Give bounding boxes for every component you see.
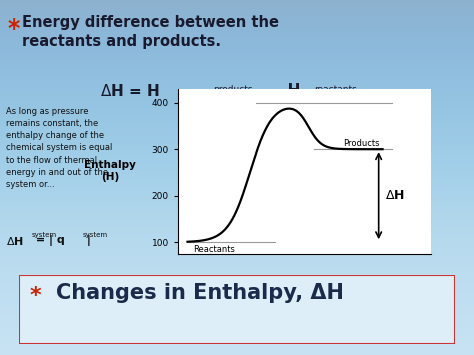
- Text: *: *: [30, 285, 42, 306]
- Text: $\Delta$H = H: $\Delta$H = H: [100, 83, 160, 99]
- Text: *: *: [8, 17, 20, 41]
- Text: $\Delta$H: $\Delta$H: [6, 235, 24, 247]
- FancyBboxPatch shape: [19, 275, 455, 344]
- Text: As long as pressure
remains constant, the
enthalpy change of the
chemical system: As long as pressure remains constant, th…: [6, 107, 112, 189]
- Text: -   H: - H: [255, 83, 301, 98]
- Text: products: products: [213, 85, 253, 94]
- Text: $\Delta$H: $\Delta$H: [384, 189, 404, 202]
- Text: system: system: [32, 232, 57, 238]
- Text: Changes in Enthalpy, ΔH: Changes in Enthalpy, ΔH: [56, 283, 344, 304]
- Text: reactants: reactants: [314, 85, 357, 94]
- Text: Energy difference between the
reactants and products.: Energy difference between the reactants …: [22, 15, 279, 49]
- Text: |: |: [83, 235, 91, 246]
- Y-axis label: Enthalpy
(H): Enthalpy (H): [84, 160, 136, 182]
- Text: Reactants: Reactants: [193, 245, 235, 255]
- Text: Products: Products: [344, 139, 380, 148]
- Text: system: system: [83, 232, 108, 238]
- Text: = | q: = | q: [32, 235, 65, 246]
